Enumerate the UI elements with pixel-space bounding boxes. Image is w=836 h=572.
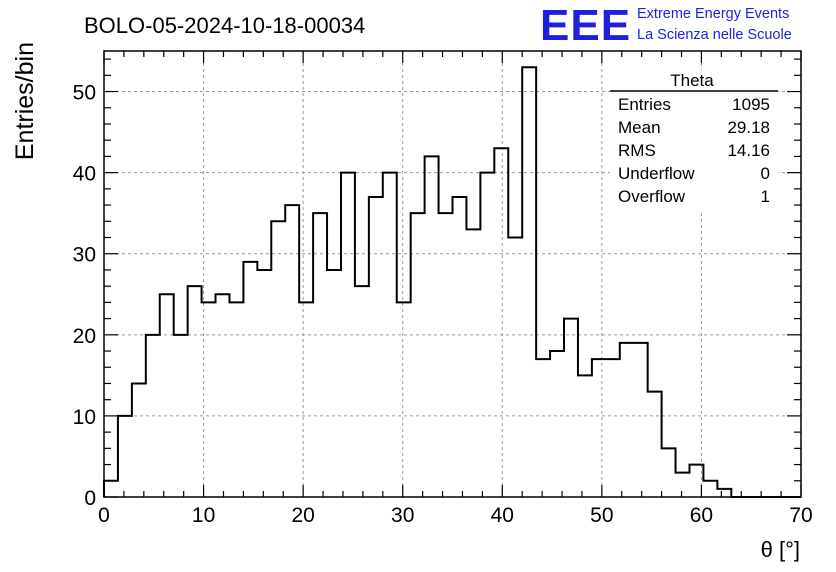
project-name-line2: La Scienza nelle Scuole <box>637 27 792 43</box>
plot-frame <box>103 50 802 498</box>
statistics-box-background <box>610 70 778 210</box>
stat-label-overflow: Overflow <box>618 187 686 206</box>
stat-value-rms: 14.16 <box>727 141 770 160</box>
histogram-bin <box>494 148 508 497</box>
histogram-bin <box>369 197 383 497</box>
stat-value-underflow: 0 <box>761 164 770 183</box>
histogram-bin <box>508 238 522 497</box>
histogram-bin <box>634 343 648 497</box>
histogram-bin <box>118 416 132 497</box>
histogram-bin <box>703 481 717 497</box>
histogram-bin <box>620 343 634 497</box>
stat-value-mean: 29.18 <box>727 118 770 137</box>
histogram-bin <box>439 213 453 497</box>
y-tick-label: 10 <box>73 406 96 429</box>
histogram-bin <box>592 359 606 497</box>
histogram-bin <box>327 270 341 497</box>
histogram-bin <box>146 335 160 497</box>
histogram-bin <box>188 286 202 497</box>
histogram-bin <box>453 197 467 497</box>
histogram-bin <box>676 473 690 497</box>
histogram-bin <box>397 302 411 497</box>
stat-value-overflow: 1 <box>761 187 770 206</box>
histogram-bin <box>160 294 174 497</box>
histogram-bin <box>229 302 243 497</box>
histogram-bin <box>341 173 355 497</box>
x-tick-label: 50 <box>590 504 613 527</box>
histogram-bin <box>132 383 146 497</box>
histogram-bin <box>299 302 313 497</box>
x-tick-label: 40 <box>491 504 514 527</box>
histogram-outline <box>103 66 801 498</box>
histogram-bin <box>383 173 397 497</box>
statistics-box: Theta Entries 1095 Mean 29.18 RMS 14.16 … <box>610 70 778 210</box>
y-axis-label: Entries/bin <box>11 42 39 160</box>
histogram-bin <box>174 335 188 497</box>
stat-value-entries: 1095 <box>732 95 770 114</box>
x-axis-label: θ [°] <box>761 537 800 562</box>
histogram-bin <box>216 294 230 497</box>
histogram-bin <box>425 156 439 497</box>
eee-logo-letters: EEE <box>540 1 631 50</box>
histogram-bin <box>648 392 662 497</box>
x-tick-label: 60 <box>690 504 713 527</box>
histogram-bin <box>522 67 536 497</box>
y-tick-label: 30 <box>73 244 96 267</box>
histogram-bin <box>550 351 564 497</box>
histogram-bin <box>411 213 425 497</box>
histogram-bin <box>578 375 592 497</box>
statistics-title: Theta <box>670 71 714 90</box>
histogram-bin <box>662 448 676 497</box>
histogram-bin <box>285 205 299 497</box>
stat-label-entries: Entries <box>618 95 671 114</box>
histogram-bin <box>606 359 620 497</box>
stat-label-underflow: Underflow <box>618 164 695 183</box>
stat-label-rms: RMS <box>618 141 656 160</box>
eee-logo: EEE Extreme Energy Events La Scienza nel… <box>540 1 792 50</box>
y-tick-label: 20 <box>73 325 96 348</box>
x-tick-label: 10 <box>192 504 215 527</box>
histogram-series <box>103 66 801 498</box>
histogram-bin <box>355 286 369 497</box>
y-tick-label: 0 <box>84 487 96 510</box>
histogram-bin <box>313 213 327 497</box>
histogram-bin <box>243 262 257 497</box>
grid-lines <box>104 51 801 497</box>
histogram-bin <box>536 359 550 497</box>
project-name-line1: Extreme Energy Events <box>637 6 789 22</box>
x-tick-label: 20 <box>291 504 314 527</box>
histogram-bin <box>480 173 494 497</box>
y-tick-label: 40 <box>73 163 96 186</box>
x-tick-label: 0 <box>98 504 110 527</box>
histogram-bin <box>717 489 731 497</box>
stat-label-mean: Mean <box>618 118 661 137</box>
y-tick-label: 50 <box>73 82 96 105</box>
histogram-bin <box>564 319 578 497</box>
x-tick-label: 30 <box>391 504 414 527</box>
x-tick-label: 70 <box>789 504 812 527</box>
histogram-bin <box>257 270 271 497</box>
histogram-bin <box>202 302 216 497</box>
run-title: BOLO-05-2024-10-18-00034 <box>84 13 365 38</box>
histogram-bin <box>104 481 118 497</box>
histogram-bin <box>466 229 480 497</box>
histogram-bin <box>271 221 285 497</box>
